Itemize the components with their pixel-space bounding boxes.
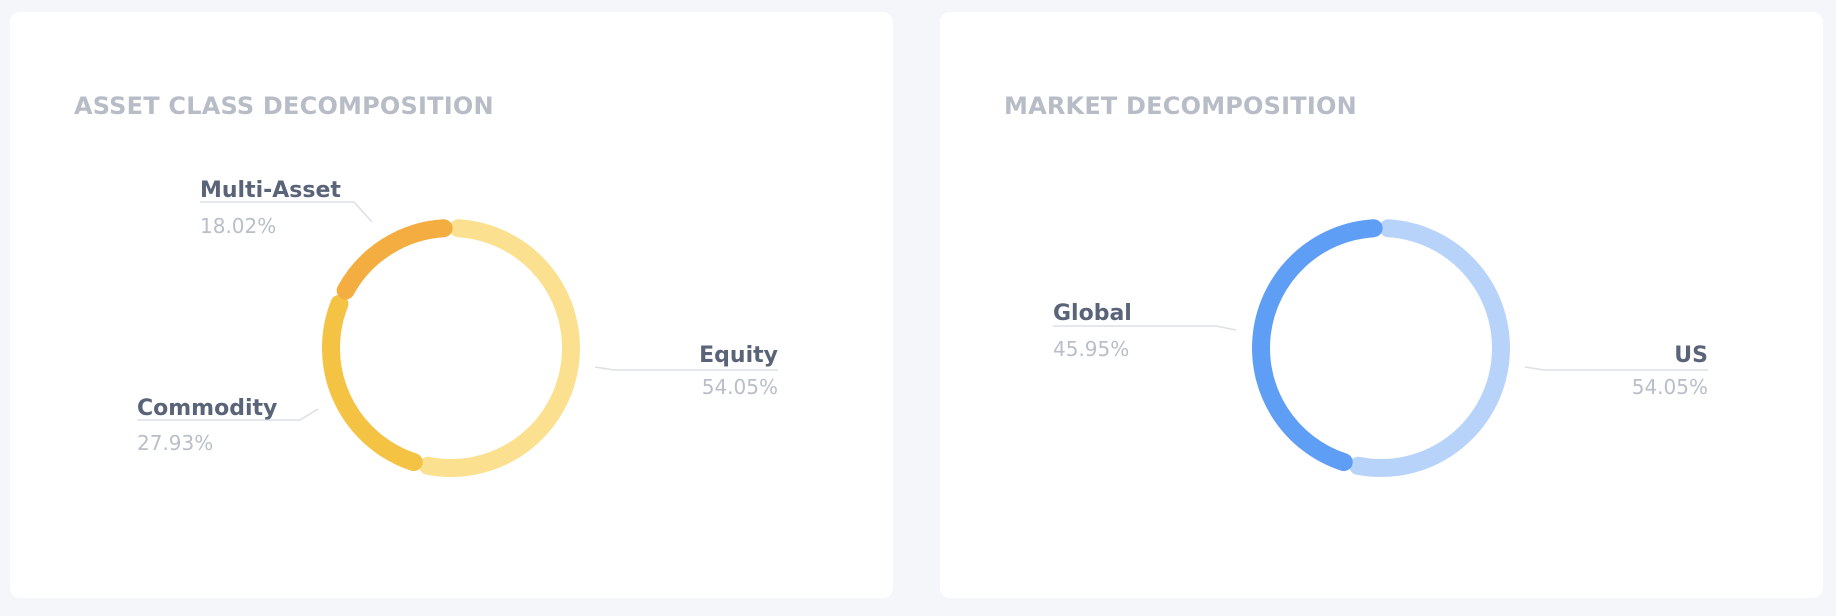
slice-label-commodity: Commodity xyxy=(137,396,277,421)
slice-value-global: 45.95% xyxy=(1053,337,1129,361)
donut-slice-global[interactable] xyxy=(1252,219,1383,472)
donut-slice-multi-asset[interactable] xyxy=(336,219,453,300)
leader-line-equity xyxy=(594,366,778,371)
leader-line-multi-asset xyxy=(200,201,373,223)
asset-class-donut-chart: Equity 54.05% Commodity 27.93% Multi-Asset 18… xyxy=(137,178,778,477)
slice-value-us: 54.05% xyxy=(1632,375,1708,399)
slice-label-multi-asset: Multi-Asset xyxy=(200,178,341,203)
slice-value-commodity: 27.93% xyxy=(137,431,213,455)
asset-class-title: ASSET CLASS DECOMPOSITION xyxy=(74,92,494,120)
leader-line-commodity xyxy=(137,408,319,421)
slice-label-us: US xyxy=(1674,343,1708,368)
slice-value-multi-asset: 18.02% xyxy=(200,214,276,238)
slice-label-equity: Equity xyxy=(699,343,778,368)
asset-class-card: ASSET CLASS DECOMPOSITION Equity 54.05% Co… xyxy=(10,12,893,598)
leader-line-global xyxy=(1053,325,1237,331)
slice-label-global: Global xyxy=(1053,301,1132,326)
donut-slice-equity[interactable] xyxy=(418,219,580,477)
leader-line-us xyxy=(1524,366,1708,371)
donut-slice-commodity[interactable] xyxy=(322,294,423,472)
donut-slice-us[interactable] xyxy=(1348,219,1510,477)
market-card: MARKET DECOMPOSITION US 54.05% Global 45.95… xyxy=(940,12,1823,598)
market-donut-chart: US 54.05% Global 45.95% xyxy=(1053,219,1708,477)
slice-value-equity: 54.05% xyxy=(702,375,778,399)
market-title: MARKET DECOMPOSITION xyxy=(1004,92,1357,120)
